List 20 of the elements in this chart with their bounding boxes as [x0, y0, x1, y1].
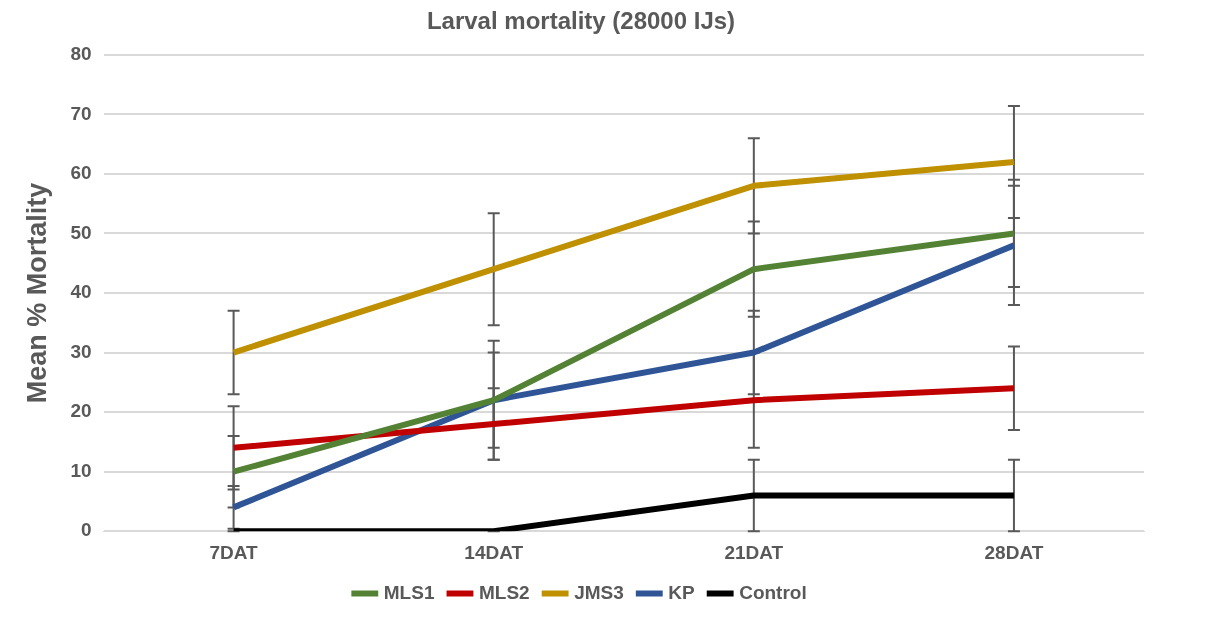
- legend-label: JMS3: [574, 581, 624, 603]
- y-tick-label: 10: [70, 459, 92, 481]
- x-tick-label: 28DAT: [984, 541, 1044, 563]
- y-tick-label: 0: [80, 519, 92, 541]
- y-tick-label: 30: [70, 340, 92, 362]
- y-tick-label: 70: [70, 102, 92, 124]
- y-tick-label: 50: [70, 221, 92, 243]
- y-axis-title: Mean % Mortality: [21, 182, 52, 404]
- x-tick-label: 21DAT: [724, 541, 784, 563]
- x-tick-label: 14DAT: [464, 541, 524, 563]
- legend-label: MLS1: [383, 581, 435, 603]
- chart-title: Larval mortality (28000 IJs): [426, 7, 736, 35]
- y-tick-label: 80: [70, 43, 92, 65]
- y-tick-label: 60: [70, 162, 92, 184]
- y-tick-label: 20: [70, 400, 92, 422]
- legend-label: KP: [668, 581, 695, 603]
- legend-label: Control: [739, 581, 807, 603]
- y-tick-label: 40: [70, 281, 92, 303]
- x-tick-label: 7DAT: [209, 541, 259, 563]
- legend-label: MLS2: [478, 581, 530, 603]
